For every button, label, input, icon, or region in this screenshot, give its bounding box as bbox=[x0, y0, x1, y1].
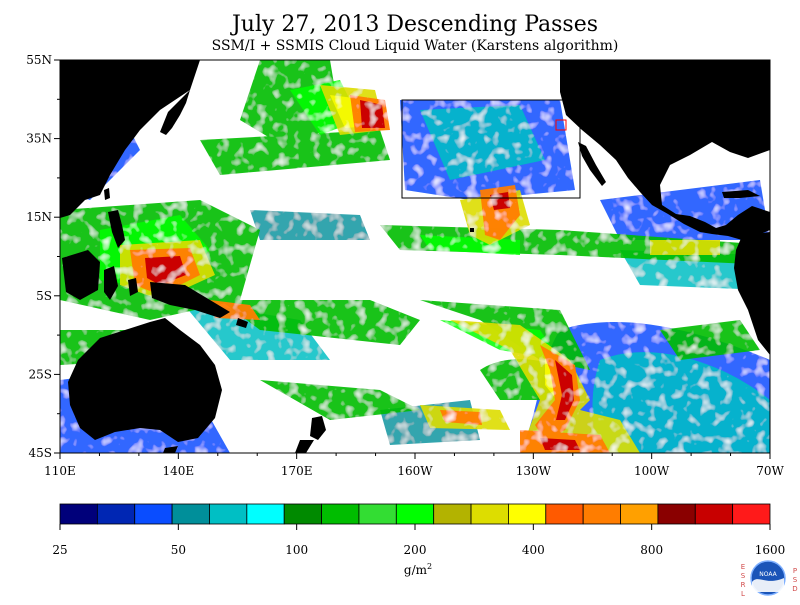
lon-label: 170E bbox=[281, 464, 313, 478]
region-box bbox=[401, 99, 581, 199]
colorbar-swatch bbox=[358, 503, 397, 525]
cloud-field bbox=[60, 60, 770, 453]
colorbar-swatch bbox=[395, 503, 435, 525]
lon-label: 110E bbox=[44, 464, 76, 478]
lat-label: 5S bbox=[36, 289, 52, 303]
colorbar: 25 50 100 200 400 800 1600 bbox=[52, 503, 786, 557]
lat-label: 35N bbox=[26, 132, 52, 146]
colorbar-swatch bbox=[134, 503, 173, 525]
colorbar-tick-label: 200 bbox=[404, 543, 427, 557]
lat-label: 25S bbox=[29, 367, 53, 381]
noaa-logo-text: NOAA bbox=[759, 571, 777, 578]
logo-letter: S bbox=[741, 572, 746, 580]
lat-label: 45S bbox=[29, 446, 53, 460]
lon-label: 70W bbox=[756, 464, 784, 478]
lon-label: 130W bbox=[516, 464, 552, 478]
colorbar-swatch bbox=[246, 503, 285, 525]
logo-letter: P bbox=[793, 567, 797, 575]
lat-label: 55N bbox=[26, 53, 52, 67]
colorbar-tick-label: 800 bbox=[640, 543, 663, 557]
colorbar-swatch bbox=[508, 503, 547, 525]
colorbar-swatch bbox=[694, 503, 734, 525]
colorbar-swatch bbox=[96, 503, 136, 525]
map-title: July 27, 2013 Descending Passes bbox=[230, 12, 598, 37]
colorbar-tick-label: 100 bbox=[285, 543, 308, 557]
colorbar-tick-label: 25 bbox=[52, 543, 67, 557]
colorbar-swatch bbox=[209, 503, 248, 525]
map-subtitle: SSM/I + SSMIS Cloud Liquid Water (Karste… bbox=[212, 38, 619, 54]
logo-letter: L bbox=[741, 590, 745, 598]
land-masses bbox=[60, 60, 770, 453]
colorbar-unit: g/m2 bbox=[404, 562, 432, 577]
logo-letter: R bbox=[741, 581, 746, 589]
logo-letter: D bbox=[792, 585, 797, 593]
lon-label: 140E bbox=[162, 464, 194, 478]
logo-letters-right: PSD bbox=[792, 567, 797, 593]
logo-letter: S bbox=[793, 576, 798, 584]
lon-label: 160W bbox=[397, 464, 433, 478]
colorbar-swatch bbox=[470, 503, 509, 525]
colorbar-swatch bbox=[545, 503, 584, 525]
colorbar-swatch bbox=[732, 503, 771, 525]
logo-letter: E bbox=[741, 563, 745, 571]
colorbar-swatch bbox=[620, 503, 659, 525]
map-axes: 55N 35N 15N 5S 25S 45S 110E 140E 170E 160W 130W 100… bbox=[26, 53, 784, 478]
colorbar-swatch bbox=[433, 503, 472, 525]
noaa-logo-wave bbox=[752, 578, 784, 592]
colorbar-tick-label: 50 bbox=[171, 543, 186, 557]
colorbar-swatch bbox=[321, 503, 360, 525]
lon-label: 100W bbox=[634, 464, 670, 478]
colorbar-swatch bbox=[171, 503, 210, 525]
colorbar-tick-label: 1600 bbox=[755, 543, 786, 557]
colorbar-swatch bbox=[59, 503, 98, 525]
colorbar-swatch bbox=[582, 503, 621, 525]
map-panel bbox=[60, 60, 770, 453]
colorbar-unit-base: g/m bbox=[404, 563, 428, 577]
colorbar-swatch bbox=[283, 503, 322, 525]
region-box-small bbox=[555, 119, 567, 131]
colorbar-tick-label: 400 bbox=[522, 543, 545, 557]
colorbar-swatch bbox=[657, 503, 696, 525]
lat-label: 15N bbox=[26, 210, 52, 224]
colorbar-unit-exponent: 2 bbox=[427, 562, 432, 571]
